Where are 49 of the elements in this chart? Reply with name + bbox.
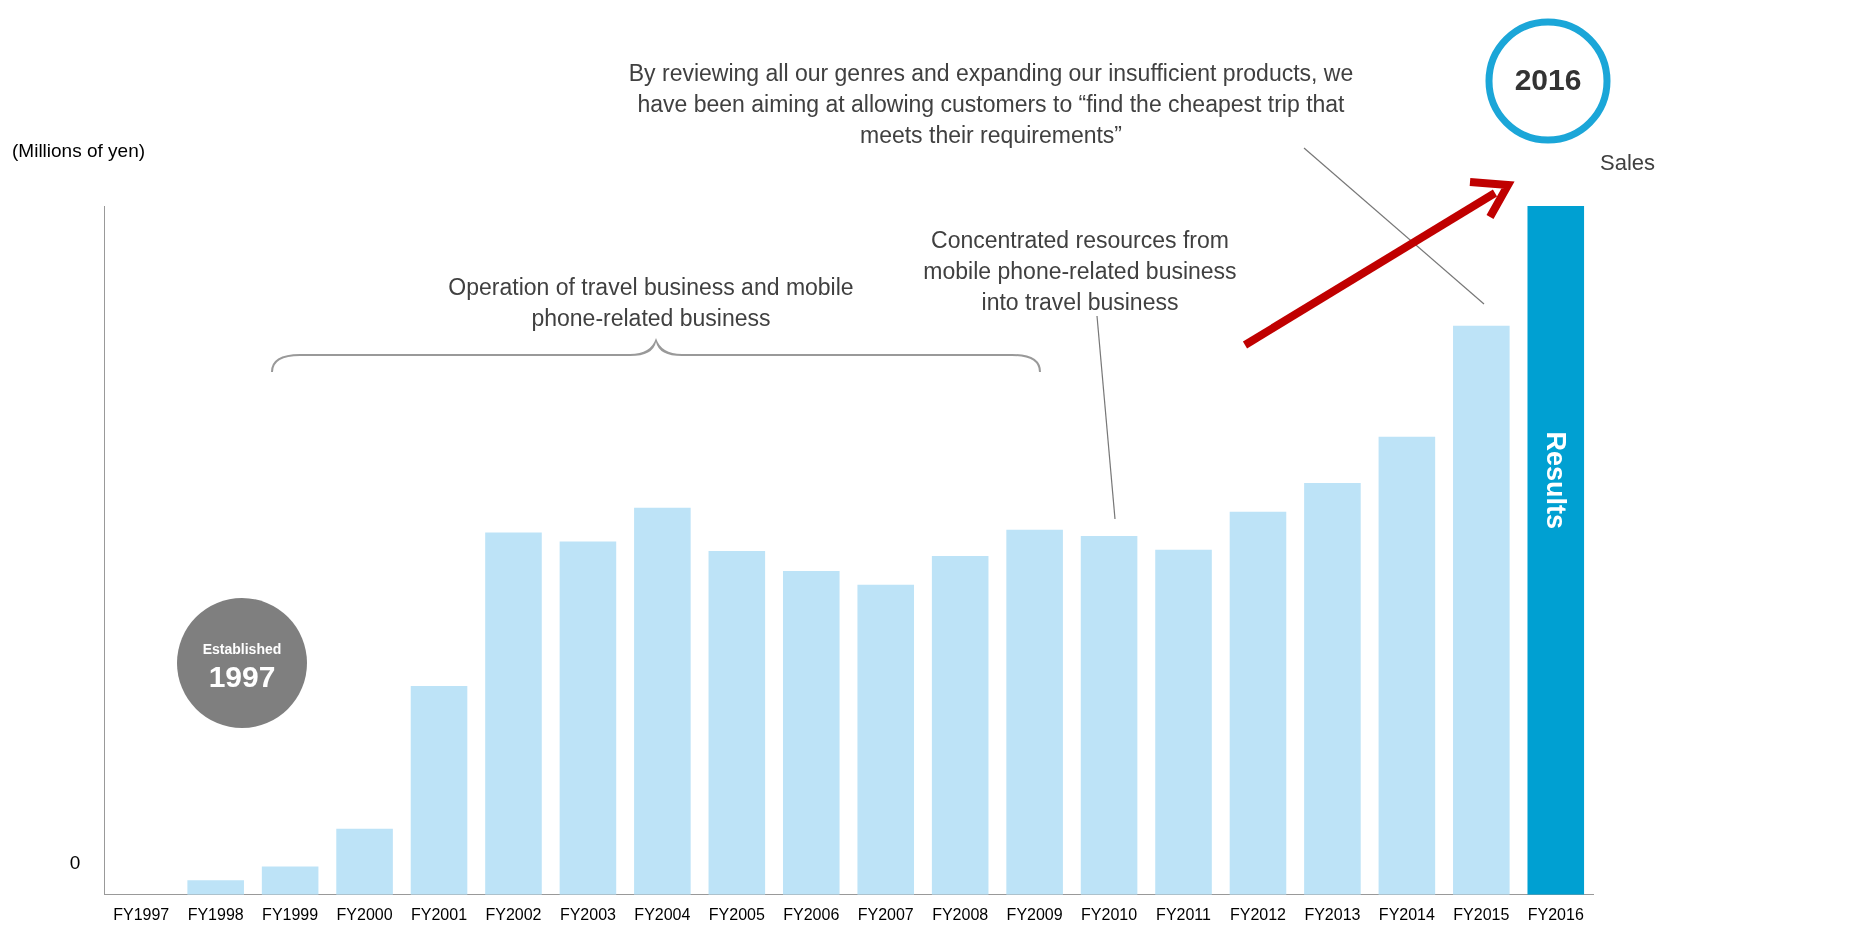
x-tick-label: FY2011 [1156, 905, 1212, 923]
y-axis-title: (Millions of yen) [12, 139, 146, 163]
x-tick-label: FY2012 [1229, 905, 1287, 923]
bar [1155, 549, 1212, 895]
x-tick-label: FY2016 [1527, 905, 1584, 923]
annotation: Concentrated resources from mobile phone-related business into travel business [922, 226, 1238, 318]
bar [261, 866, 319, 895]
text: By reviewing all our genres and expanding our insufficient products, we have been aiming at allowing customers to “find the cheapest trip that meets their requirements” [627, 59, 1355, 151]
x-tick-label: FY2007 [857, 905, 914, 923]
x-tick-label: FY1999 [262, 905, 319, 923]
bar [1229, 511, 1287, 895]
bar [336, 828, 393, 895]
text: 0 [68, 851, 82, 875]
x-tick-label: FY2006 [783, 905, 840, 923]
bar [931, 555, 989, 895]
bar [782, 571, 840, 895]
x-tick-label: FY2010 [1081, 905, 1138, 923]
x-tick-label: FY2008 [932, 905, 989, 923]
bar [1006, 529, 1063, 895]
bar [410, 686, 468, 895]
x-tick-label: FY2004 [634, 905, 691, 923]
x-tick-label: FY2000 [336, 905, 393, 923]
text: 2016 [1513, 62, 1583, 98]
bar [857, 584, 915, 895]
x-tick-label: FY2009 [1006, 905, 1063, 923]
x-tick-label: FY1998 [187, 905, 244, 923]
x-tick-label: FY2005 [708, 905, 765, 923]
bar [559, 541, 617, 895]
bar [485, 532, 542, 895]
bar [708, 551, 766, 895]
bar [1304, 482, 1361, 895]
x-tick-label: FY2014 [1378, 905, 1435, 923]
bar [1080, 535, 1138, 895]
bar [634, 507, 691, 895]
x-tick-label: FY2001 [411, 905, 468, 923]
annotation: Established [201, 640, 283, 659]
annotation: Results [1540, 430, 1573, 531]
x-tick-label: FY2013 [1304, 905, 1361, 923]
annotation: 1997 [207, 659, 277, 695]
x-tick-label: FY2002 [485, 905, 542, 923]
text: Sales [1600, 149, 1657, 177]
x-tick-label: FY1997 [113, 905, 170, 923]
bar [1527, 206, 1585, 895]
bar [1378, 436, 1436, 895]
annotation: Operation of travel business and mobile phone-related business [447, 273, 855, 334]
x-tick-label: FY2015 [1453, 905, 1510, 923]
x-tick-label: FY2003 [559, 905, 617, 923]
bar [1453, 325, 1510, 895]
bar [187, 880, 244, 895]
